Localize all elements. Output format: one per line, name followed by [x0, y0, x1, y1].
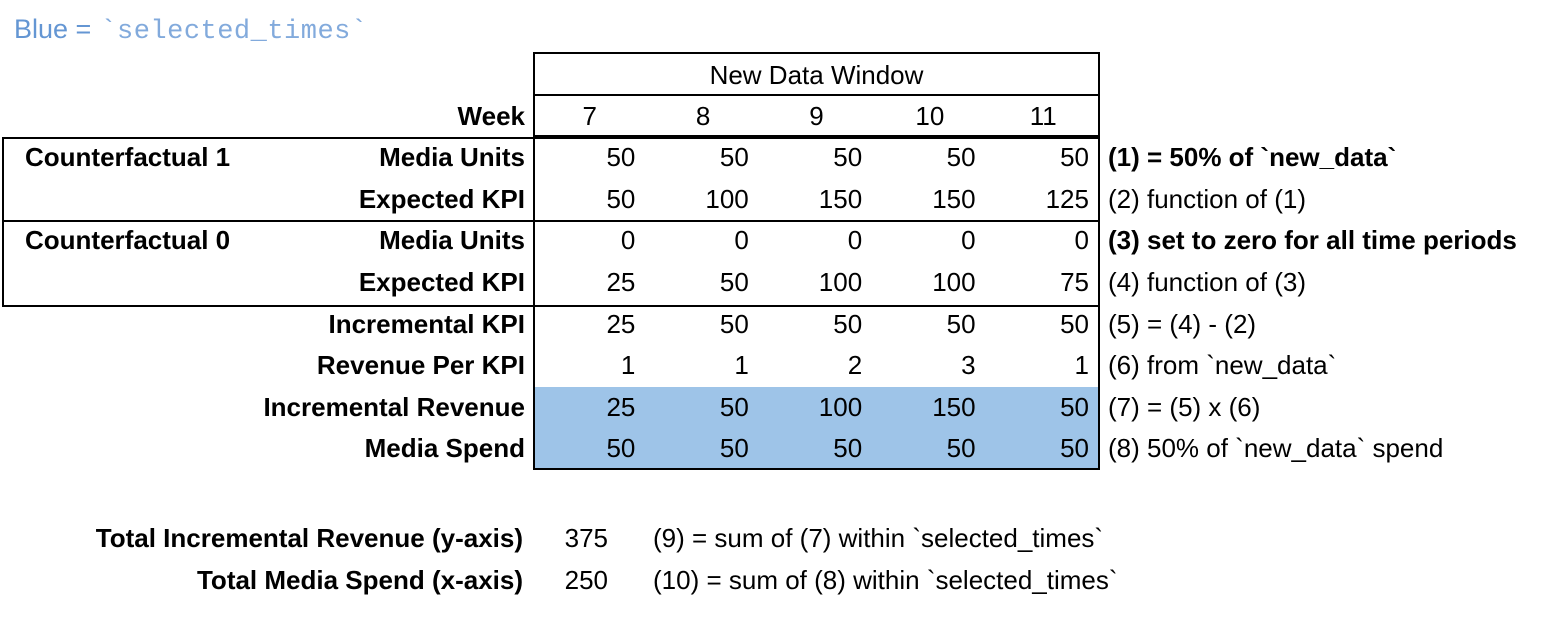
table-row: Revenue Per KPI 1 1 2 3 1 (6) from `new_data` — [0, 345, 1544, 387]
table-cell: 25 — [606, 308, 636, 339]
table-cell: 1 — [1074, 350, 1089, 381]
row-label: Incremental Revenue — [263, 391, 525, 422]
table-cell: 50 — [946, 308, 976, 339]
table-cell: 50 — [606, 433, 636, 464]
total-incremental-revenue-label: Total Incremental Revenue (y-axis) — [95, 523, 523, 553]
table-row: Expected KPI 50 100 150 150 125 (2) function o… — [0, 179, 1544, 221]
row-annotation: (1) = 50% of `new_data` — [1108, 142, 1397, 172]
row-label: Expected KPI — [358, 266, 525, 297]
row-label: Expected KPI — [358, 183, 525, 214]
row-annotation: (2) function of (1) — [1108, 183, 1306, 214]
table-cell: 50 — [606, 142, 636, 172]
week-header-cell: 8 — [695, 101, 711, 131]
table-cell: 100 — [818, 391, 863, 422]
selected-times-highlight — [535, 428, 1098, 470]
table-row: Counterfactual 1 Media Units 50 50 50 50 50 (1)… — [0, 137, 1544, 179]
table-cell: 100 — [818, 266, 863, 297]
total-media-spend-annotation: (10) = sum of (8) within `selected_times… — [653, 565, 1118, 595]
week-header-cell: 9 — [809, 101, 824, 131]
row-label: Media Units — [379, 142, 525, 172]
row-annotation: (6) from `new_data` — [1108, 350, 1337, 381]
row-annotation: (5) = (4) - (2) — [1108, 308, 1257, 339]
week-header-row: Week 7 8 9 10 11 — [0, 96, 1544, 137]
group-label: Counterfactual 1 — [25, 142, 231, 172]
table-cell: 75 — [1060, 266, 1089, 297]
row-label: Media Units — [379, 225, 525, 256]
table-cell: 50 — [946, 142, 976, 172]
table-cell: 150 — [818, 183, 863, 214]
group-label: Counterfactual 0 — [25, 225, 231, 256]
table-cell: 50 — [833, 142, 863, 172]
total-incremental-revenue-row: Total Incremental Revenue (y-axis) 375 (… — [0, 517, 1544, 559]
table-cell: 100 — [932, 266, 976, 297]
total-media-spend-label: Total Media Spend (x-axis) — [196, 565, 523, 595]
total-incremental-revenue-value: 375 — [564, 523, 608, 553]
table-row: Incremental Revenue 25 50 100 150 50 (7) = (5)… — [0, 387, 1544, 429]
table-cell: 0 — [847, 225, 863, 256]
week-label: Week — [457, 101, 525, 131]
table-cell: 1 — [620, 350, 636, 381]
legend-label: Blue = — [14, 14, 92, 44]
table-cell: 25 — [606, 391, 636, 422]
table-cell: 50 — [719, 433, 749, 464]
table-row: Media Spend 50 50 50 50 50 (8) 50% of `new_dat… — [0, 428, 1544, 470]
table-cell: 50 — [833, 308, 863, 339]
table-cell: 50 — [1060, 433, 1089, 464]
table-cell: 50 — [719, 391, 749, 422]
table-cell: 3 — [961, 350, 976, 381]
table-divider — [535, 220, 1098, 222]
table-row: Incremental KPI 25 50 50 50 50 (5) = (4) - (2) — [0, 304, 1544, 346]
table-cell: 2 — [847, 350, 863, 381]
row-label: Revenue Per KPI — [316, 350, 525, 381]
table-divider — [535, 305, 1098, 307]
legend-code-selected-times: `selected_times` — [100, 17, 368, 47]
table-cell: 50 — [946, 433, 976, 464]
row-annotation: (3) set to zero for all time periods — [1108, 225, 1517, 256]
week-header-cell: 11 — [1029, 101, 1057, 131]
row-annotation: (7) = (5) x (6) — [1108, 391, 1261, 422]
selected-times-highlight — [535, 386, 1098, 429]
table-cell: 50 — [719, 266, 749, 297]
table-cell: 125 — [1045, 183, 1089, 214]
table-cell: 50 — [1060, 308, 1089, 339]
week-header-cell: 10 — [915, 101, 945, 131]
table-cell: 50 — [606, 183, 636, 214]
table-row: Expected KPI 25 50 100 100 75 (4) function of … — [0, 262, 1544, 304]
table-row: Counterfactual 0 Media Units 0 0 0 0 0 (3) set … — [0, 220, 1544, 262]
table-cell: 150 — [932, 391, 976, 422]
table-cell: 25 — [606, 266, 636, 297]
table-cell: 100 — [705, 183, 749, 214]
table-cell: 0 — [961, 225, 976, 256]
table-cell: 50 — [1060, 391, 1089, 422]
table-cell: 50 — [719, 308, 749, 339]
row-annotation: (4) function of (3) — [1108, 266, 1306, 297]
table-cell: 0 — [734, 225, 749, 256]
legend: Blue = `selected_times` — [14, 14, 368, 47]
table-cell: 50 — [1060, 142, 1089, 172]
table-cell: 50 — [833, 433, 863, 464]
total-media-spend-row: Total Media Spend (x-axis) 250 (10) = su… — [0, 559, 1544, 601]
row-label: Incremental KPI — [328, 308, 525, 339]
table-cell: 150 — [932, 183, 976, 214]
week-header-cell: 7 — [582, 101, 597, 131]
total-incremental-revenue-annotation: (9) = sum of (7) within `selected_times` — [653, 523, 1104, 553]
table-cell: 0 — [1074, 225, 1089, 256]
total-media-spend-value: 250 — [564, 565, 608, 595]
row-annotation: (8) 50% of `new_data` spend — [1108, 433, 1444, 464]
table-cell: 1 — [734, 350, 749, 381]
row-label: Media Spend — [364, 433, 525, 464]
table-cell: 50 — [719, 142, 749, 172]
table-title: New Data Window — [709, 60, 924, 90]
table-cell: 0 — [620, 225, 636, 256]
